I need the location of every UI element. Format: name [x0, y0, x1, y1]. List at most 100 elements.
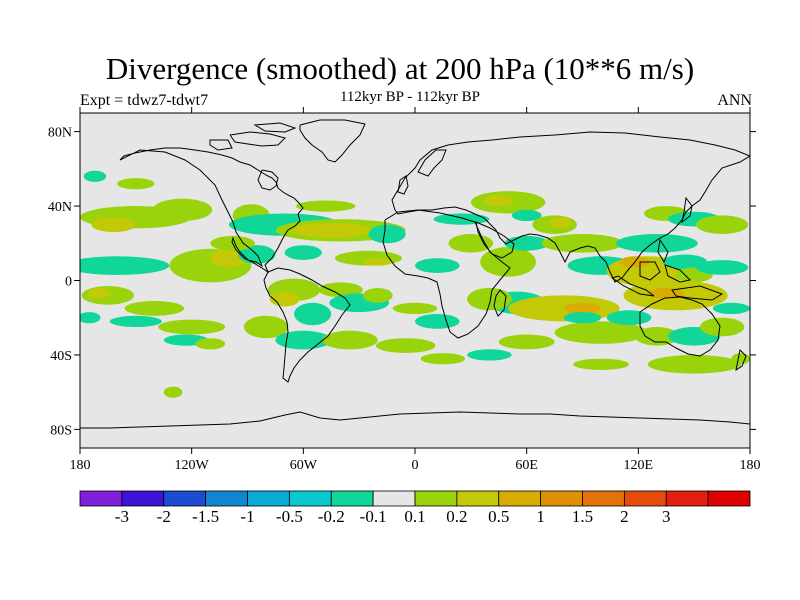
y-tick-label: 40N	[48, 200, 72, 215]
field-patch-26	[362, 258, 393, 266]
field-patch-33	[243, 315, 289, 339]
map-title: Divergence (smoothed) at 200 hPa (10**6 …	[105, 51, 695, 86]
colorbar-label: 1.5	[572, 507, 593, 526]
coastline-greenland	[299, 119, 366, 163]
divergence-field	[80, 170, 750, 398]
field-patch-24	[368, 224, 406, 244]
colorbar-swatch	[163, 490, 207, 507]
field-patch-69	[606, 310, 652, 326]
x-axis: 180 120W 60W 0 60E 120E 180	[70, 107, 761, 473]
colorbar-swatch	[707, 490, 751, 507]
colorbar-swatch	[582, 490, 625, 507]
colorbar-swatch	[498, 490, 542, 507]
field-patch-38	[415, 314, 460, 329]
colorbar-swatch	[414, 490, 458, 507]
coastline-south-america	[263, 267, 351, 383]
field-patch-30	[318, 282, 363, 298]
colorbar-label: 1	[536, 507, 545, 526]
colorbar-label: 0.5	[488, 507, 509, 526]
coastline-new-zealand	[735, 348, 747, 372]
field-patch-37	[375, 338, 436, 353]
colorbar-label: -2	[157, 507, 171, 526]
field-patch-70	[634, 327, 680, 346]
colorbar: -3 -2 -1.5 -1 -0.5 -0.2 -0.1 0.1 0.2 0.5 1 1.5 2 3	[79, 490, 751, 526]
colorbar-label: -3	[115, 507, 129, 526]
colorbar-label: -1.5	[192, 507, 219, 526]
coastline-australia	[639, 296, 721, 357]
field-patch-68	[563, 312, 602, 324]
period-subtitle: 112kyr BP - 112kyr BP	[339, 89, 480, 105]
field-patch-9	[124, 301, 185, 316]
colorbar-swatch	[372, 490, 416, 507]
field-patch-75	[647, 355, 741, 374]
field-patch-5	[91, 217, 136, 233]
season-label: ANN	[717, 92, 752, 109]
x-tick-label: 0	[412, 458, 419, 473]
field-patch-1	[117, 178, 155, 190]
colorbar-swatch	[623, 490, 667, 507]
field-patch-76	[573, 358, 629, 370]
field-patch-44	[433, 213, 490, 225]
field-patch-3	[152, 198, 213, 221]
field-patch-64	[467, 287, 512, 311]
x-tick-label: 60W	[290, 458, 318, 473]
coastline-antarctica	[80, 411, 750, 429]
colorbar-label: -0.1	[360, 507, 387, 526]
field-patch-60	[696, 260, 749, 275]
field-patch-54	[616, 234, 698, 253]
colorbar-swatch	[540, 490, 583, 507]
field-patch-41	[448, 234, 494, 253]
x-tick-label: 180	[70, 458, 91, 473]
coastline-britain	[397, 175, 409, 195]
field-patch-23	[295, 200, 356, 212]
field-patch-8	[80, 312, 101, 324]
field-patch-50	[541, 234, 624, 253]
x-tick-label: 120W	[175, 458, 210, 473]
field-patch-48	[480, 247, 536, 277]
coastline-africa	[382, 209, 511, 339]
field-patch-67	[554, 321, 648, 344]
y-tick-label: 80N	[48, 126, 72, 141]
field-patch-77	[498, 334, 555, 350]
colorbar-label: 2	[620, 507, 629, 526]
colorbar-swatch	[665, 490, 709, 507]
field-patch-10	[109, 315, 162, 327]
x-tick-label: 120E	[624, 458, 654, 473]
coastline-arctic-islands	[209, 122, 297, 151]
coastlines	[80, 119, 750, 429]
coastline-japan	[681, 196, 693, 224]
field-patch-36	[322, 330, 378, 350]
coastline-philippines	[657, 238, 669, 264]
field-patch-57	[696, 215, 749, 234]
y-tick-label: 0	[65, 275, 72, 290]
coastline-indonesia	[610, 261, 724, 301]
field-patch-58	[662, 254, 708, 270]
field-patch-13	[195, 338, 226, 350]
field-patch-32	[362, 288, 393, 303]
colorbar-label: -0.2	[318, 507, 345, 526]
field-patch-34	[294, 302, 332, 326]
field-patch-66	[563, 302, 602, 314]
field-patch-27	[284, 245, 322, 260]
y-tick-label: 80S	[50, 423, 72, 438]
field-patch-39	[392, 302, 438, 314]
colorbar-swatch	[330, 490, 374, 507]
colorbar-swatch	[247, 490, 290, 507]
x-tick-label: 180	[740, 458, 761, 473]
colorbar-label: -0.5	[276, 507, 303, 526]
field-patch-45	[511, 209, 542, 221]
coastline-eurasia	[391, 131, 750, 283]
colorbar-swatch	[288, 490, 332, 507]
colorbar-swatch	[79, 490, 123, 507]
field-patch-40	[415, 258, 460, 273]
coastline-arabia	[475, 221, 515, 259]
colorbar-label: 3	[662, 507, 671, 526]
experiment-label: Expt = tdwz7-tdwt7	[80, 92, 209, 109]
coastline-north-america	[119, 147, 304, 274]
field-patch-78	[467, 349, 512, 361]
x-tick-label: 60E	[515, 458, 538, 473]
field-patch-16	[210, 248, 248, 268]
y-axis: 80N 40N 0 40S 80S	[48, 126, 756, 438]
colorbar-swatch	[121, 490, 165, 507]
